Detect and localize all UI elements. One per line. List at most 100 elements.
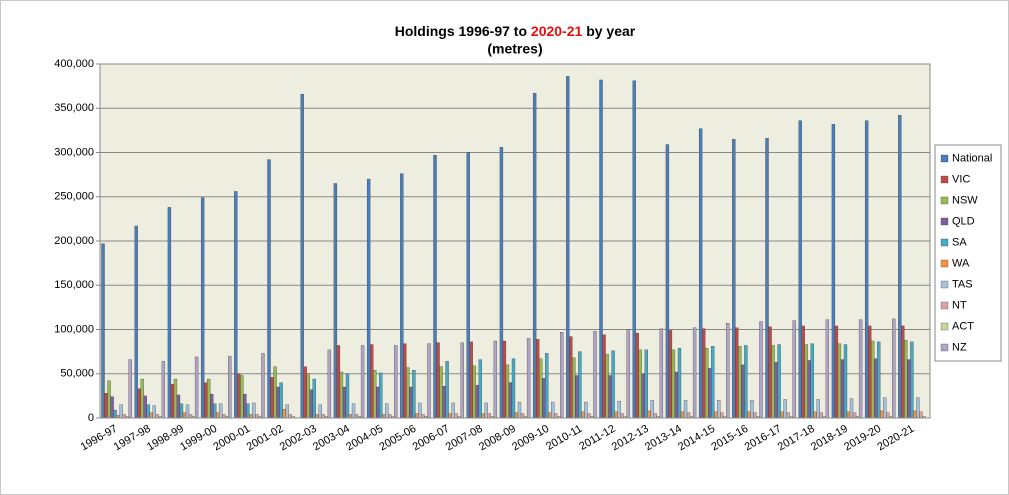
bar <box>472 365 476 419</box>
bar <box>288 414 292 419</box>
bar <box>460 342 464 419</box>
bar <box>213 403 217 419</box>
y-tick-label: 50,000 <box>60 368 94 380</box>
bar <box>122 414 126 419</box>
bar <box>484 402 488 419</box>
bar <box>418 402 422 419</box>
bar <box>487 413 492 419</box>
bar <box>840 359 845 419</box>
bar <box>599 79 603 419</box>
bar <box>511 358 516 419</box>
bar <box>415 413 419 419</box>
bar <box>188 414 193 419</box>
bar <box>864 120 869 419</box>
bar <box>382 414 386 419</box>
bar <box>279 382 283 419</box>
bar <box>692 327 697 419</box>
title-prefix: Holdings 1996-97 to <box>395 23 527 39</box>
bar <box>858 319 863 419</box>
bar <box>774 362 778 419</box>
bar <box>834 325 839 419</box>
bar <box>309 389 313 419</box>
bar <box>708 368 712 419</box>
bar <box>219 403 223 419</box>
bar <box>394 345 398 419</box>
bar <box>644 349 648 419</box>
bar <box>336 345 341 419</box>
bar <box>668 330 673 419</box>
bar <box>354 414 359 419</box>
legend-swatch <box>940 154 949 163</box>
bar <box>385 403 389 419</box>
bar <box>246 403 250 419</box>
bar <box>167 207 172 419</box>
bar <box>333 183 338 419</box>
y-tick-label: 0 <box>88 412 94 424</box>
bar <box>904 339 908 419</box>
bar <box>807 360 811 419</box>
legend-swatch <box>940 301 949 310</box>
bar <box>113 409 117 419</box>
title-highlight: 2020-21 <box>531 23 583 39</box>
bar <box>366 178 371 419</box>
bar <box>578 351 582 419</box>
bar <box>360 345 365 419</box>
legend-label: VIC <box>952 173 970 185</box>
bar <box>617 401 621 419</box>
bar <box>152 405 156 419</box>
legend-label: National <box>952 152 992 164</box>
bar <box>433 155 437 419</box>
bar <box>698 128 703 419</box>
bar <box>134 225 138 419</box>
bar <box>200 197 205 419</box>
bar <box>831 124 836 419</box>
bar <box>345 373 350 419</box>
bar <box>768 326 772 419</box>
bar <box>379 372 383 419</box>
bar <box>741 364 745 419</box>
bar <box>877 341 881 419</box>
bar <box>738 346 742 419</box>
bar <box>870 340 875 419</box>
bar <box>548 412 552 419</box>
bar <box>436 342 440 419</box>
bar <box>161 361 166 419</box>
bar <box>315 414 319 419</box>
bar <box>526 338 531 419</box>
y-tick-label: 250,000 <box>54 191 94 203</box>
bar <box>554 413 558 419</box>
bar <box>194 356 199 419</box>
bar <box>210 393 214 419</box>
bar <box>641 373 645 419</box>
bar <box>843 344 848 419</box>
bar <box>119 404 123 419</box>
bar <box>306 373 310 419</box>
bar <box>786 412 790 419</box>
bar <box>913 410 917 419</box>
bar <box>185 404 190 419</box>
bar <box>910 341 914 419</box>
bar <box>837 343 842 419</box>
bar <box>726 323 730 419</box>
bar <box>783 399 787 419</box>
bar <box>252 402 256 419</box>
bar <box>469 341 473 419</box>
bar <box>638 349 642 419</box>
bar <box>883 397 887 419</box>
bar <box>508 382 513 419</box>
legend-label: TAS <box>952 278 973 290</box>
bar <box>342 386 347 419</box>
bar <box>403 343 407 419</box>
bar <box>228 355 232 419</box>
bar <box>683 400 688 419</box>
bar <box>602 334 606 419</box>
bar <box>388 414 392 419</box>
bar <box>240 375 244 419</box>
bar <box>626 329 630 419</box>
bar <box>647 410 651 419</box>
bar <box>659 328 664 419</box>
y-tick-label: 100,000 <box>54 323 94 335</box>
bar <box>216 412 220 419</box>
bar <box>593 331 597 419</box>
bar <box>535 339 540 419</box>
